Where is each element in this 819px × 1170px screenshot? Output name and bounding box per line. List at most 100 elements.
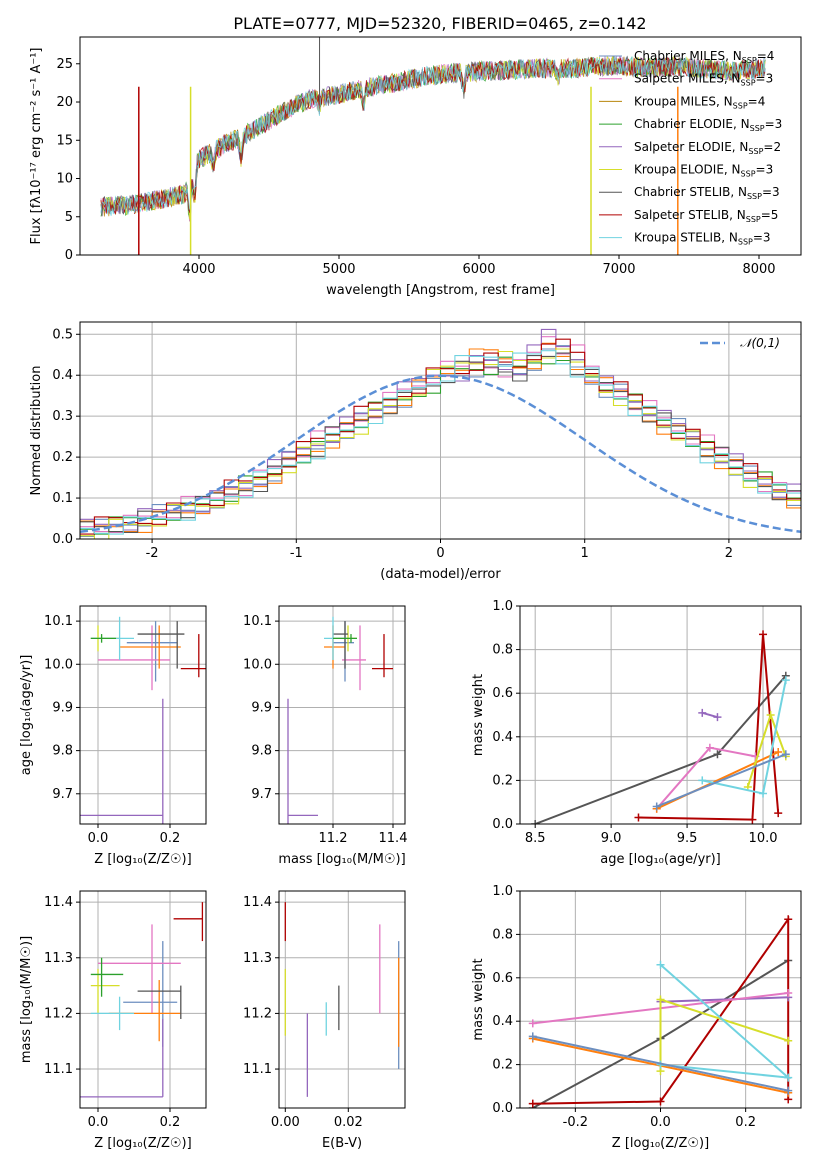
y-tick-label: 11.3 bbox=[44, 951, 73, 966]
legend-entry: Kroupa MILES, NSSP=4 bbox=[634, 94, 765, 110]
normal-curve bbox=[80, 374, 801, 534]
y-tick-label: 9.7 bbox=[52, 787, 73, 802]
age-vs-mass-plot-area bbox=[287, 616, 393, 824]
legend-value: =3 bbox=[762, 185, 780, 199]
axes-frame bbox=[519, 605, 802, 825]
weight-marker bbox=[774, 748, 783, 757]
y-axis-label: mass weight bbox=[471, 674, 486, 756]
weight-marker bbox=[784, 915, 793, 924]
y-tick-label: 9.7 bbox=[251, 787, 272, 802]
x-axis-label: wavelength [Angstrom, rest frame] bbox=[326, 283, 555, 298]
legend-entry: Kroupa ELODIE, NSSP=3 bbox=[634, 163, 773, 179]
x-axis-label: age [log₁₀(age/yr)] bbox=[600, 852, 721, 867]
legend-subscript: SSP bbox=[748, 147, 763, 156]
legend-subscript: SSP bbox=[742, 56, 757, 65]
y-tick-label: 0 bbox=[65, 248, 73, 263]
x-tick-label: 4000 bbox=[182, 262, 215, 277]
figure-title: PLATE=0777, MJD=52320, FIBERID=0465, z=0… bbox=[233, 14, 646, 33]
spectrum-line bbox=[100, 56, 766, 216]
x-tick-label: 9.0 bbox=[601, 831, 622, 846]
y-tick-label: 0.8 bbox=[492, 927, 513, 942]
legend-value: =3 bbox=[756, 163, 774, 177]
x-tick-label: 0.2 bbox=[160, 831, 181, 846]
y-tick-label: 10.0 bbox=[243, 657, 272, 672]
legend-value: =2 bbox=[763, 140, 781, 154]
weight-marker bbox=[781, 676, 790, 685]
weight-marker bbox=[528, 1099, 537, 1108]
weight-marker bbox=[652, 802, 661, 811]
x-tick-label: 8.5 bbox=[525, 831, 546, 846]
weight-marker bbox=[713, 750, 722, 759]
legend-subscript: SSP bbox=[747, 192, 762, 201]
y-tick-label: 9.8 bbox=[52, 744, 73, 759]
y-tick-label: 10.1 bbox=[243, 614, 272, 629]
x-tick-label: 11.4 bbox=[379, 831, 408, 846]
y-tick-label: 0.2 bbox=[52, 450, 73, 465]
weight-marker bbox=[656, 960, 665, 969]
legend-subscript: SSP bbox=[741, 170, 756, 179]
x-axis-label: E(B-V) bbox=[322, 1136, 362, 1151]
weight-line bbox=[534, 675, 787, 824]
residuals-panel: -2 -1 0 1 2 0.0 0.1 0.2 0.3 0.4 0.5 (data-model)/er… bbox=[29, 321, 802, 582]
y-tick-label: 11.2 bbox=[44, 1006, 73, 1021]
weight-marker bbox=[528, 1032, 537, 1041]
weight-marker bbox=[784, 1073, 793, 1082]
mass-vs-Z-panel: 0.0 0.2 11.1 11.2 11.3 11.4 Z [log₁₀(Z/Z☉)] mas… bbox=[19, 890, 207, 1151]
x-tick-label: 0.0 bbox=[88, 1115, 109, 1130]
y-tick-label: 11.4 bbox=[44, 895, 73, 910]
weight-marker bbox=[705, 743, 714, 752]
age-vs-mass-panel: 11.2 11.4 9.7 9.8 9.9 10.0 10.1 mass [log₁₀(M/M… bbox=[243, 605, 408, 867]
y-tick-label: 1.0 bbox=[492, 884, 513, 899]
weight-marker bbox=[759, 630, 768, 639]
legend-entry: Salpeter STELIB, NSSP=5 bbox=[634, 208, 778, 224]
legend-entry: Salpeter ELODIE, NSSP=2 bbox=[634, 140, 781, 156]
mass-vs-Z-plot-area bbox=[80, 902, 204, 1098]
spectrum-panel: 4000 5000 6000 7000 8000 0 5 10 15 20 25 wavelength… bbox=[29, 36, 802, 298]
x-tick-label: 11.2 bbox=[319, 831, 348, 846]
y-axis-label: age [log₁₀(age/yr)] bbox=[19, 655, 34, 776]
weight-line bbox=[532, 1035, 789, 1092]
y-tick-label: 10.1 bbox=[44, 614, 73, 629]
y-tick-label: 0.2 bbox=[492, 1058, 513, 1073]
x-tick-label: 0.2 bbox=[160, 1115, 181, 1130]
weight-vs-Z-panel: -0.2 0.0 0.2 0.0 0.2 0.4 0.6 0.8 1.0 Z [log₁₀(Z/Z… bbox=[471, 884, 802, 1151]
y-tick-label: 5 bbox=[65, 210, 73, 225]
weight-marker bbox=[528, 1019, 537, 1028]
weight-marker bbox=[766, 711, 775, 719]
x-tick-label: 1 bbox=[581, 546, 589, 561]
y-tick-label: 10 bbox=[56, 172, 73, 187]
residuals-plot-area bbox=[80, 328, 801, 539]
legend: 𝒩(0,1) bbox=[700, 336, 780, 350]
legend: Chabrier MILES, NSSP=4 Salpeter MILES, NS… bbox=[599, 49, 782, 247]
weight-marker bbox=[759, 789, 768, 798]
weight-marker bbox=[656, 1097, 665, 1106]
x-tick-label: 5000 bbox=[322, 262, 355, 277]
legend-entry: Kroupa STELIB, NSSP=3 bbox=[634, 231, 771, 247]
y-tick-label: 0.0 bbox=[492, 817, 513, 832]
histogram-series bbox=[80, 338, 801, 535]
x-axis-label: mass [log₁₀(M/M☉)] bbox=[278, 852, 405, 867]
legend-entry: Chabrier ELODIE, NSSP=3 bbox=[634, 117, 782, 133]
weight-marker bbox=[698, 776, 707, 785]
y-tick-label: 0.1 bbox=[52, 491, 73, 506]
x-tick-label: -0.2 bbox=[563, 1115, 588, 1130]
x-axis-label: Z [log₁₀(Z/Z☉)] bbox=[612, 1136, 709, 1151]
legend-value: =3 bbox=[753, 231, 771, 245]
y-tick-label: 20 bbox=[56, 95, 73, 110]
axes-frame bbox=[79, 890, 207, 1109]
weight-vs-age-plot-area bbox=[531, 630, 790, 824]
y-tick-label: 25 bbox=[56, 57, 73, 72]
legend-value: =4 bbox=[748, 94, 766, 108]
mass-vs-ebv-plot-area bbox=[284, 902, 400, 1097]
weight-line bbox=[532, 916, 790, 1105]
legend-value: =4 bbox=[757, 49, 775, 63]
y-tick-label: 10.0 bbox=[44, 657, 73, 672]
x-axis-label: Z [log₁₀(Z/Z☉)] bbox=[94, 1136, 191, 1151]
weight-marker bbox=[531, 820, 540, 824]
axes-frame bbox=[79, 605, 207, 825]
y-tick-label: 0.8 bbox=[492, 643, 513, 658]
y-tick-label: 11.1 bbox=[44, 1062, 73, 1077]
weight-vs-Z-plot-area bbox=[528, 915, 793, 1108]
weight-marker bbox=[713, 713, 722, 722]
